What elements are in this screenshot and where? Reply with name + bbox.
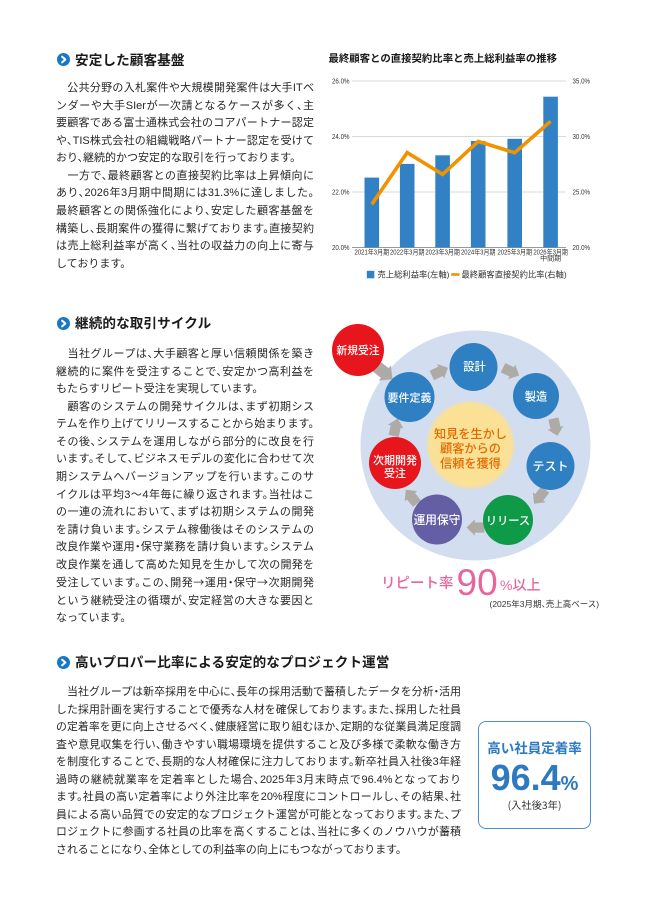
- svg-text:運用保守: 運用保守: [414, 513, 461, 527]
- svg-text:設計: 設計: [463, 360, 485, 374]
- svg-text:中間期: 中間期: [540, 254, 561, 263]
- svg-text:信頼を獲得: 信頼を獲得: [440, 455, 501, 470]
- svg-text:売上総利益率(左軸): 売上総利益率(左軸): [378, 270, 450, 280]
- svg-text:次期開発: 次期開発: [373, 453, 417, 467]
- svg-text:25.0%: 25.0%: [573, 188, 591, 197]
- svg-text:2023年3月期: 2023年3月期: [425, 248, 460, 257]
- svg-text:22.0%: 22.0%: [332, 188, 350, 197]
- svg-text:20.0%: 20.0%: [332, 243, 350, 252]
- svg-text:2022年3月期: 2022年3月期: [390, 248, 425, 257]
- svg-text:要件定義: 要件定義: [388, 391, 432, 405]
- svg-text:20.0%: 20.0%: [573, 243, 591, 252]
- svg-text:2024年3月期: 2024年3月期: [461, 248, 496, 257]
- svg-text:知見を生かし: 知見を生かし: [434, 426, 507, 441]
- svg-text:26.0%: 26.0%: [332, 77, 350, 86]
- svg-text:2021年3月期: 2021年3月期: [355, 248, 390, 257]
- svg-text:最終顧客直接契約比率(右軸): 最終顧客直接契約比率(右軸): [462, 270, 567, 280]
- svg-text:30.0%: 30.0%: [573, 132, 591, 141]
- svg-text:2025年3月期: 2025年3月期: [497, 248, 532, 257]
- svg-text:テスト: テスト: [532, 460, 568, 474]
- svg-text:35.0%: 35.0%: [573, 77, 591, 86]
- svg-text:顧客からの: 顧客からの: [440, 441, 501, 456]
- svg-text:24.0%: 24.0%: [332, 132, 350, 141]
- svg-text:製造: 製造: [525, 390, 547, 404]
- svg-text:リリース: リリース: [486, 516, 530, 528]
- svg-text:新規受注: 新規受注: [336, 343, 379, 357]
- svg-text:受注: 受注: [384, 466, 406, 480]
- svg-text:2026年3月期: 2026年3月期: [533, 248, 568, 257]
